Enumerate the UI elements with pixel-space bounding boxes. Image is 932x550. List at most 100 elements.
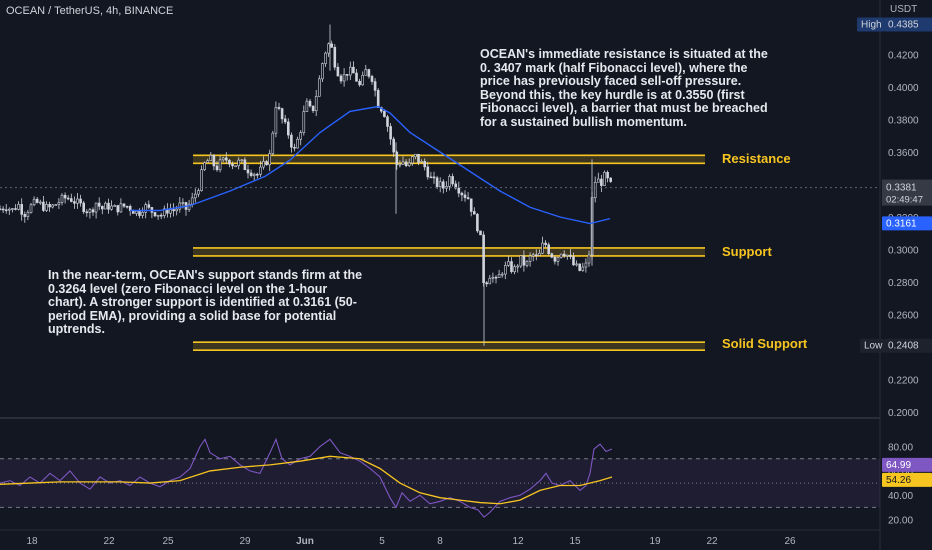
candle-body: [414, 153, 417, 158]
candle-body: [503, 265, 507, 275]
price-tick-label: 0.2200: [888, 376, 919, 387]
time-tick-label: Jun: [296, 536, 314, 547]
price-tick-label: 0.2600: [888, 311, 919, 322]
candle-body: [345, 74, 349, 76]
candle-body: [525, 261, 529, 266]
candle-body: [593, 181, 597, 198]
candle-body: [38, 201, 42, 204]
candle-body: [212, 155, 216, 167]
candle-body: [321, 63, 324, 80]
time-tick-label: 29: [239, 536, 251, 547]
level-bands: [193, 154, 705, 351]
candle-body: [175, 208, 178, 212]
candle-body: [0, 208, 2, 211]
candle-body: [231, 163, 234, 167]
price-tick-label: 0.4200: [888, 51, 919, 62]
candle-body: [125, 205, 129, 208]
candle-body: [1, 208, 5, 211]
grid: [0, 0, 881, 550]
low-label-bg: [860, 338, 884, 353]
candle-body: [252, 173, 256, 176]
level-band: [193, 247, 705, 256]
support-note: In the near-term, OCEAN's support stands…: [48, 268, 363, 337]
candle-body: [32, 198, 36, 206]
candle-body: [500, 273, 504, 276]
candle-body: [519, 255, 523, 267]
price-tick-label: 0.2000: [888, 408, 919, 419]
candle-body: [531, 254, 535, 257]
rsi-ma-value: 54.26: [886, 475, 911, 486]
candle-body: [538, 252, 541, 256]
rsi-tick-label: 80.00: [888, 443, 913, 454]
candle-body: [609, 177, 613, 182]
price-tick-label: 0.4000: [888, 83, 919, 94]
candle-body: [280, 108, 284, 120]
price-tick-label: 0.3800: [888, 116, 919, 127]
candle-body: [82, 202, 85, 213]
candle-body: [367, 69, 371, 77]
low-value: 0.2408: [888, 341, 919, 352]
currency-label: USDT: [890, 4, 917, 15]
candle-body: [85, 211, 89, 214]
candle-body: [243, 159, 247, 171]
candle-body: [404, 161, 408, 167]
high-label-bg: [857, 17, 884, 32]
candle-body: [228, 159, 231, 165]
candle-body: [510, 261, 513, 273]
rsi-tick-label: 60.00: [888, 467, 913, 478]
candle-body: [101, 205, 104, 210]
candle-body: [429, 176, 433, 179]
high-label: High: [861, 19, 882, 30]
rsi-pane: [0, 437, 880, 518]
candle-body: [268, 153, 272, 166]
candle-body: [565, 254, 569, 257]
price-tick-label: 0.3000: [888, 246, 919, 257]
resistance-label: Resistance: [722, 151, 791, 166]
rsi-tick-label: 40.00: [888, 491, 913, 502]
candle-body: [485, 282, 489, 285]
candle-body: [97, 202, 101, 207]
candle-body: [364, 69, 368, 76]
candle-body: [48, 204, 51, 208]
candle-body: [271, 132, 275, 154]
candle-body: [144, 204, 147, 213]
candle-body: [497, 274, 501, 278]
candle-body: [373, 81, 377, 91]
resistance-note: OCEAN's immediate resistance is situated…: [480, 47, 768, 129]
candle-body: [352, 66, 355, 74]
candle-body: [460, 192, 464, 196]
candle-body: [274, 107, 278, 134]
candle-body: [516, 265, 520, 268]
candle-body: [265, 161, 268, 166]
candle-body: [358, 80, 361, 86]
candle-body: [528, 255, 532, 262]
candle-body: [259, 166, 262, 175]
low-label: Low: [864, 341, 883, 352]
candle-body: [262, 161, 265, 168]
candle-body: [57, 202, 61, 205]
candle-body: [255, 173, 259, 176]
time-tick-label: 15: [569, 536, 581, 547]
candle-body: [606, 171, 609, 179]
candle-body: [389, 126, 392, 140]
candle-body: [116, 205, 120, 213]
time-axis: 18 22 25 29 Jun 5 8 12 15 19 22 26: [26, 536, 796, 547]
candle-body: [569, 254, 572, 257]
candle-body: [330, 43, 334, 48]
ema-50-line: [130, 105, 611, 225]
candle-body: [225, 157, 228, 161]
candle-body: [361, 75, 365, 86]
candle-body: [578, 263, 582, 271]
support-label: Support: [722, 244, 772, 259]
candle-body: [66, 197, 70, 200]
candle-body: [293, 146, 296, 149]
candle-body: [215, 165, 219, 171]
candle-body: [448, 176, 451, 187]
candle-body: [581, 266, 585, 271]
candle-body: [113, 205, 116, 207]
candle-body: [163, 208, 166, 216]
candle-body: [435, 177, 439, 187]
candle-body: [138, 210, 141, 216]
candle-body: [26, 212, 30, 217]
